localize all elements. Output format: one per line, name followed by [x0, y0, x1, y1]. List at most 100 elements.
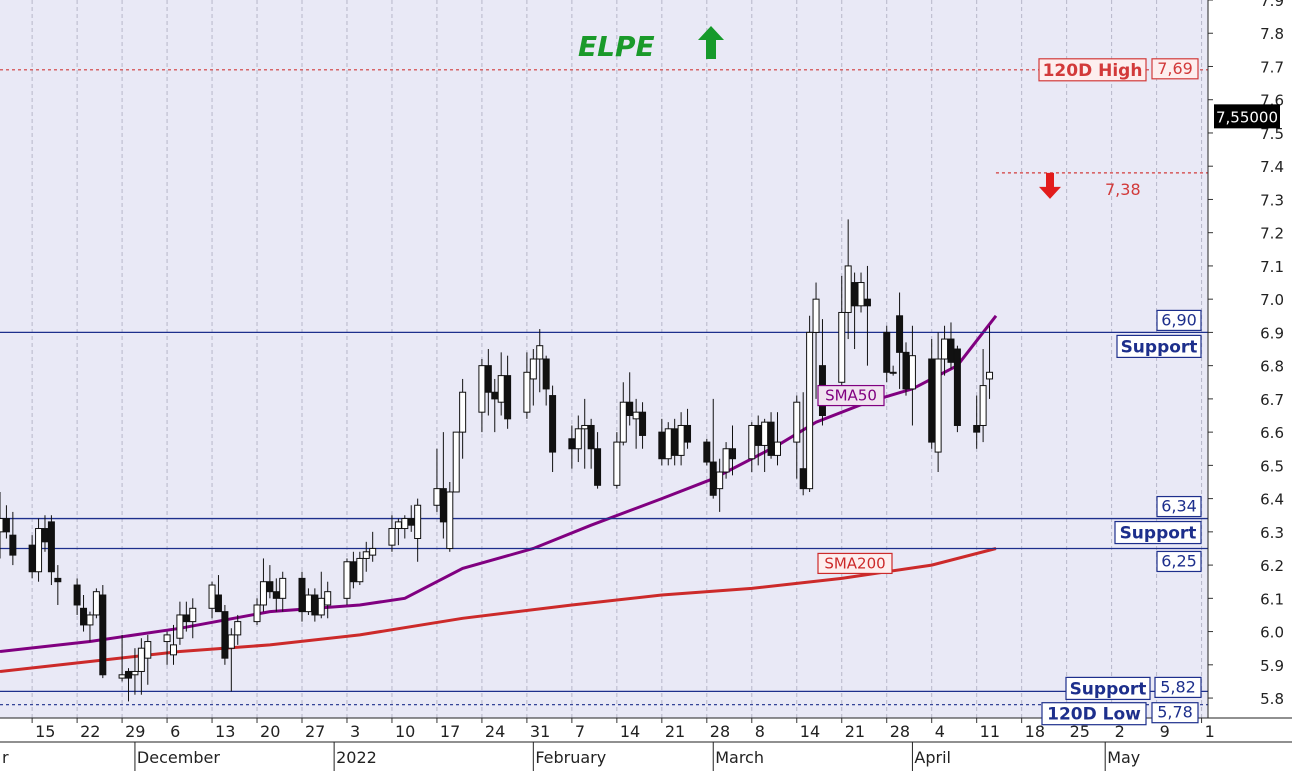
- x-tick-label: 28: [890, 722, 910, 741]
- candle-body: [131, 670, 139, 676]
- high-120d-value-box: [1151, 58, 1199, 80]
- level-tag: Support: [1121, 337, 1198, 357]
- level-value: 6,90: [1161, 310, 1197, 329]
- candle: [863, 265, 871, 366]
- month-label: 2022: [336, 748, 377, 767]
- y-tick-label: 6.8: [1260, 358, 1284, 376]
- candle: [189, 598, 197, 639]
- plot-background: [0, 0, 1208, 718]
- candle-body: [137, 647, 145, 672]
- candle-body: [754, 424, 762, 446]
- candle: [529, 349, 537, 406]
- candle: [934, 332, 942, 473]
- candle: [259, 558, 267, 612]
- candle: [626, 372, 634, 426]
- series-line-sma200: [0, 547, 997, 673]
- candle-body: [484, 365, 492, 393]
- y-tick-label: 7.8: [1260, 25, 1284, 43]
- candle: [414, 498, 422, 562]
- axis-background: [1208, 0, 1292, 771]
- x-tick-label: 14: [800, 722, 820, 741]
- month-label: February: [535, 748, 606, 767]
- candle-body: [947, 338, 955, 363]
- candle-body: [677, 424, 685, 456]
- candle-body: [343, 561, 351, 599]
- level-tag-box: [1116, 334, 1202, 359]
- candle-body: [317, 597, 325, 616]
- candle: [729, 425, 737, 476]
- candle: [542, 355, 550, 406]
- chart-title: ELPE: [578, 30, 655, 63]
- candle-body: [279, 577, 287, 599]
- candle-body: [349, 561, 357, 583]
- candle-body: [902, 351, 910, 390]
- x-tick-label: 22: [80, 722, 100, 741]
- candle-body: [761, 421, 769, 446]
- y-tick-label: 6.1: [1260, 590, 1284, 608]
- candle: [773, 412, 781, 466]
- candle-body: [857, 282, 865, 307]
- candle-body: [549, 395, 557, 453]
- x-tick-label: 1: [1205, 722, 1215, 741]
- candle-body: [581, 424, 589, 430]
- candle: [369, 531, 377, 562]
- candle-body: [214, 594, 222, 613]
- candle-body: [169, 644, 177, 656]
- candle-body: [2, 518, 10, 533]
- candle-body: [253, 604, 261, 623]
- candle-body: [671, 428, 679, 456]
- x-tick-label: 2: [1115, 722, 1125, 741]
- candle-body: [298, 577, 306, 613]
- candle-body: [125, 670, 133, 679]
- candle: [619, 382, 627, 446]
- candle: [324, 581, 332, 619]
- candle: [73, 578, 81, 615]
- y-tick-label: 6.5: [1260, 457, 1284, 475]
- candle: [452, 431, 460, 493]
- candle: [47, 515, 55, 586]
- y-tick-label: 5.8: [1260, 690, 1284, 708]
- candle-body: [844, 265, 852, 313]
- x-tick-label: 3: [350, 722, 360, 741]
- candle-body: [632, 411, 640, 420]
- candle-body: [324, 591, 332, 606]
- candle-body: [54, 577, 62, 583]
- candle-body: [529, 358, 537, 380]
- candle: [574, 415, 582, 463]
- high-120d-value: 7,69: [1157, 59, 1193, 78]
- candle-body: [709, 461, 717, 496]
- x-tick-label: 21: [845, 722, 865, 741]
- candle: [446, 481, 454, 552]
- level-tag-box: [1065, 676, 1151, 701]
- candle-body: [536, 345, 544, 360]
- candle-body: [362, 551, 370, 559]
- candle: [767, 412, 775, 459]
- candle-body: [574, 428, 582, 450]
- candle: [664, 422, 672, 466]
- candle: [99, 585, 107, 679]
- candle-body: [433, 488, 441, 506]
- annotations: 6,90 Support 6,34 Support 6,25 Support 5,82 120…: [578, 26, 1280, 726]
- candle: [253, 598, 261, 625]
- candle: [504, 355, 512, 429]
- candle: [221, 604, 229, 665]
- y-tick-label: 6.3: [1260, 524, 1284, 542]
- candle: [279, 571, 287, 612]
- level-value: 6,25: [1161, 551, 1197, 570]
- month-label: r: [2, 748, 9, 767]
- candle: [131, 648, 139, 695]
- candle: [163, 631, 171, 665]
- candle-body: [446, 491, 454, 549]
- candle: [317, 571, 325, 619]
- candle: [883, 325, 891, 383]
- sma50-label-box: [817, 384, 885, 407]
- candle: [137, 638, 145, 695]
- candle-body: [838, 311, 846, 383]
- y-tick-label: 7.9: [1260, 0, 1284, 10]
- y-tick-label: 7.1: [1260, 258, 1284, 276]
- candle-body: [176, 614, 184, 639]
- y-tick-label: 6.6: [1260, 424, 1284, 442]
- candle-body: [80, 607, 88, 626]
- candle-body: [626, 401, 634, 417]
